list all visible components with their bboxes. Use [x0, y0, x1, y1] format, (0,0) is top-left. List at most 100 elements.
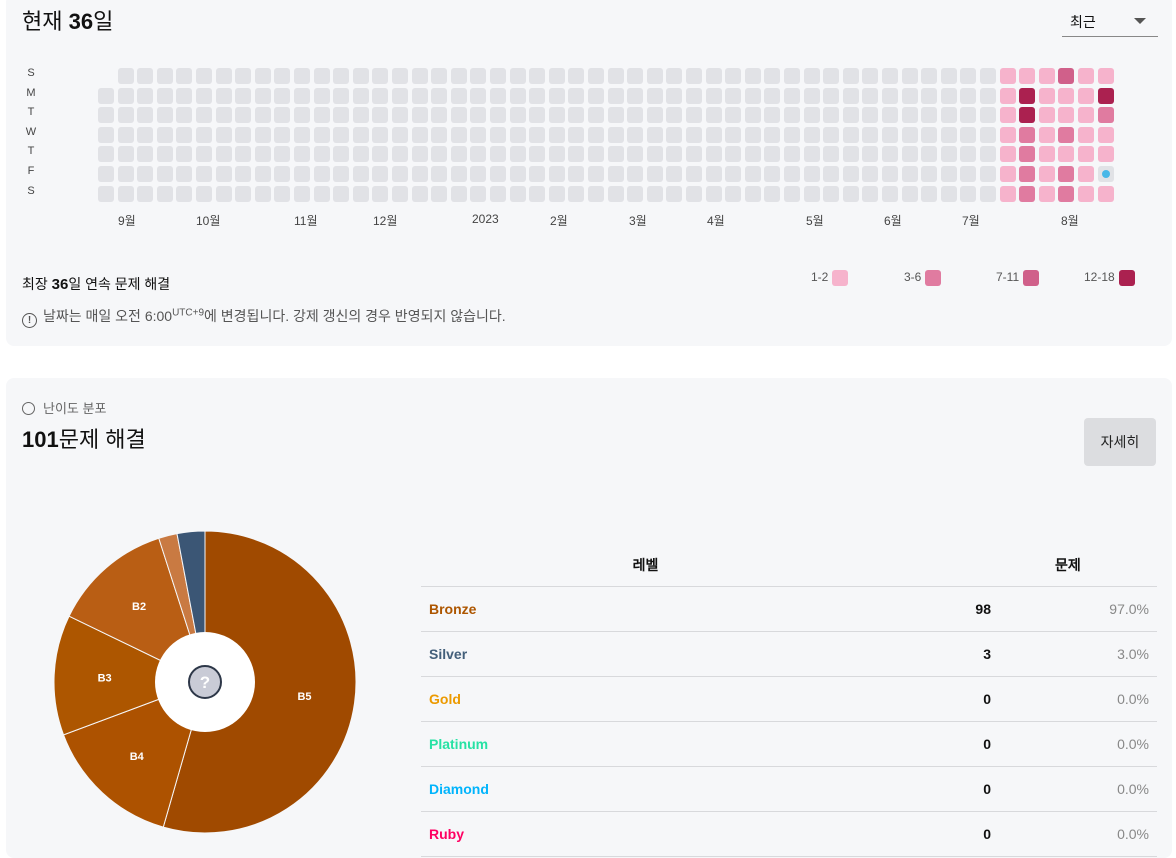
- heatmap-cell[interactable]: [940, 87, 957, 104]
- heatmap-cell[interactable]: [705, 166, 722, 182]
- heatmap-cell[interactable]: [254, 68, 271, 84]
- heatmap-cell[interactable]: [235, 107, 252, 124]
- heatmap-cell[interactable]: [548, 185, 565, 202]
- heatmap-cell[interactable]: [764, 126, 781, 143]
- heatmap-cell[interactable]: [98, 107, 114, 124]
- heatmap-cell[interactable]: [960, 185, 977, 202]
- heatmap-cell[interactable]: [352, 87, 369, 104]
- heatmap-cell[interactable]: [999, 87, 1016, 104]
- heatmap-cell[interactable]: [411, 185, 428, 202]
- heatmap-cell[interactable]: [823, 146, 840, 163]
- heatmap-cell[interactable]: [705, 126, 722, 143]
- heatmap-cell[interactable]: [509, 107, 526, 124]
- heatmap-cell[interactable]: [313, 185, 330, 202]
- heatmap-cell[interactable]: [98, 146, 114, 163]
- heatmap-cell[interactable]: [882, 146, 898, 163]
- heatmap-cell[interactable]: [803, 146, 820, 163]
- heatmap-cell[interactable]: [117, 146, 134, 163]
- heatmap-cell[interactable]: [999, 68, 1016, 84]
- heatmap-cell[interactable]: [392, 146, 408, 163]
- heatmap-cell[interactable]: [842, 68, 859, 84]
- heatmap-cell[interactable]: [156, 107, 173, 124]
- heatmap-cell[interactable]: [254, 87, 271, 104]
- heatmap-cell[interactable]: [921, 185, 938, 202]
- heatmap-cell[interactable]: [764, 146, 781, 163]
- heatmap-cell[interactable]: [1038, 87, 1055, 104]
- heatmap-cell[interactable]: [882, 185, 898, 202]
- heatmap-cell[interactable]: [1058, 107, 1075, 124]
- heatmap-cell[interactable]: [705, 87, 722, 104]
- heatmap-cell[interactable]: [980, 126, 996, 143]
- heatmap-cell[interactable]: [1058, 68, 1075, 84]
- heatmap-cell[interactable]: [117, 166, 134, 182]
- heatmap-cell[interactable]: [98, 87, 114, 104]
- heatmap-cell[interactable]: [666, 166, 683, 182]
- heatmap-cell[interactable]: [921, 68, 938, 84]
- heatmap-cell[interactable]: [607, 126, 624, 143]
- heatmap-cell[interactable]: [235, 146, 252, 163]
- heatmap-cell[interactable]: [646, 166, 663, 182]
- heatmap-cell[interactable]: [921, 146, 938, 163]
- heatmap-cell[interactable]: [196, 107, 212, 124]
- heatmap-cell[interactable]: [627, 185, 644, 202]
- heatmap-cell[interactable]: [686, 68, 702, 84]
- heatmap-cell[interactable]: [627, 68, 644, 84]
- heatmap-cell[interactable]: [862, 107, 879, 124]
- heatmap-cell[interactable]: [392, 87, 408, 104]
- heatmap-cell[interactable]: [313, 126, 330, 143]
- heatmap-cell[interactable]: [627, 107, 644, 124]
- heatmap-cell[interactable]: [117, 126, 134, 143]
- heatmap-cell[interactable]: [784, 68, 800, 84]
- heatmap-cell[interactable]: [333, 68, 350, 84]
- heatmap-cell[interactable]: [999, 107, 1016, 124]
- heatmap-cell[interactable]: [705, 146, 722, 163]
- heatmap-cell[interactable]: [1078, 185, 1094, 202]
- heatmap-cell[interactable]: [921, 166, 938, 182]
- heatmap-cell[interactable]: [980, 146, 996, 163]
- heatmap-cell[interactable]: [431, 87, 448, 104]
- heatmap-cell[interactable]: [117, 185, 134, 202]
- heatmap-cell[interactable]: [686, 126, 702, 143]
- heatmap-cell[interactable]: [764, 68, 781, 84]
- heatmap-cell[interactable]: [294, 166, 310, 182]
- table-row[interactable]: Platinum 0 0.0%: [421, 721, 1157, 767]
- heatmap-cell[interactable]: [215, 107, 232, 124]
- heatmap-cell[interactable]: [509, 87, 526, 104]
- heatmap-cell[interactable]: [960, 107, 977, 124]
- heatmap-cell[interactable]: [450, 146, 467, 163]
- heatmap-cell[interactable]: [588, 68, 604, 84]
- heatmap-cell[interactable]: [156, 146, 173, 163]
- heatmap-cell[interactable]: [490, 68, 506, 84]
- heatmap-cell[interactable]: [1097, 146, 1114, 163]
- heatmap-cell[interactable]: [764, 87, 781, 104]
- heatmap-cell[interactable]: [666, 107, 683, 124]
- heatmap-cell[interactable]: [254, 126, 271, 143]
- pie-slice[interactable]: [62, 681, 206, 828]
- heatmap-cell[interactable]: [744, 126, 761, 143]
- heatmap-cell[interactable]: [333, 146, 350, 163]
- heatmap-cell[interactable]: [666, 146, 683, 163]
- heatmap-cell[interactable]: [548, 146, 565, 163]
- heatmap-cell[interactable]: [509, 126, 526, 143]
- heatmap-cell[interactable]: [470, 68, 487, 84]
- heatmap-cell[interactable]: [999, 146, 1016, 163]
- heatmap-cell[interactable]: [411, 146, 428, 163]
- heatmap-cell[interactable]: [784, 126, 800, 143]
- heatmap-cell[interactable]: [725, 185, 742, 202]
- heatmap-cell[interactable]: [901, 107, 918, 124]
- heatmap-cell[interactable]: [196, 146, 212, 163]
- heatmap-cell[interactable]: [803, 87, 820, 104]
- heatmap-cell[interactable]: [627, 166, 644, 182]
- heatmap-cell[interactable]: [470, 87, 487, 104]
- heatmap-cell[interactable]: [392, 107, 408, 124]
- heatmap-cell[interactable]: [607, 146, 624, 163]
- heatmap-cell[interactable]: [725, 146, 742, 163]
- heatmap-cell[interactable]: [450, 87, 467, 104]
- heatmap-cell[interactable]: [999, 166, 1016, 182]
- heatmap-cell[interactable]: [705, 68, 722, 84]
- heatmap-cell[interactable]: [607, 68, 624, 84]
- heatmap-cell[interactable]: [313, 87, 330, 104]
- heatmap-cell[interactable]: [431, 68, 448, 84]
- heatmap-cell[interactable]: [940, 126, 957, 143]
- heatmap-cell[interactable]: [529, 107, 546, 124]
